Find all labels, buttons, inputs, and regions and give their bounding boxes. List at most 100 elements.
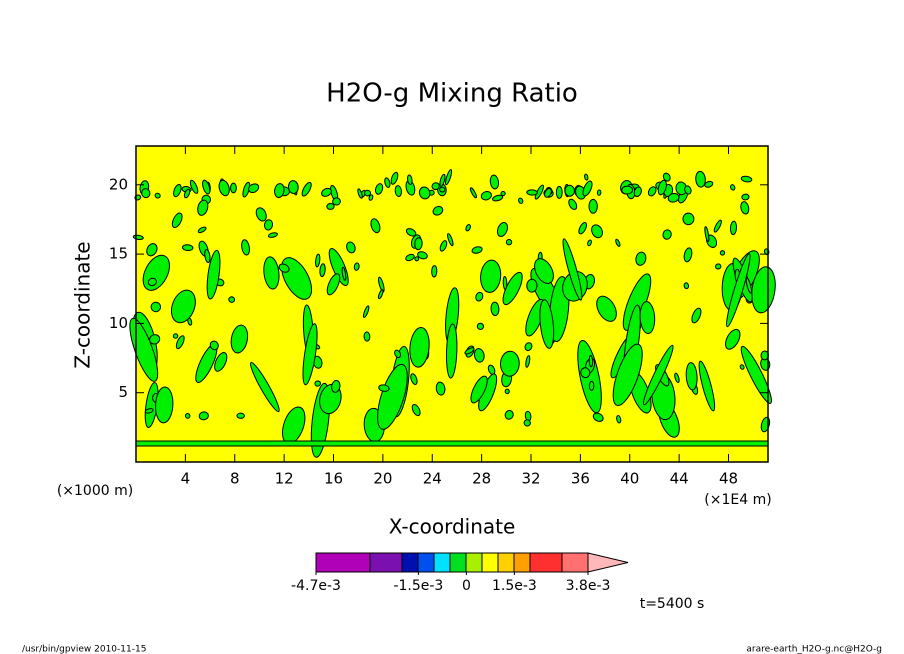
colorbar-box (513, 552, 531, 573)
contour-region (591, 224, 603, 239)
contour-region (405, 228, 417, 237)
contour-region (667, 192, 680, 203)
contour-region (315, 253, 321, 268)
contour-region (150, 301, 162, 313)
contour-region (353, 262, 360, 271)
contour-region (154, 192, 161, 199)
contour-region (725, 328, 741, 350)
contour-region (202, 179, 211, 195)
contour-region (274, 183, 285, 199)
contour-region (741, 193, 750, 201)
contour-region (713, 219, 722, 233)
contour-region (621, 185, 634, 195)
contour-region (439, 173, 446, 187)
contour-region (555, 185, 563, 199)
colorbar-tick-label: 3.8e-3 (566, 578, 611, 594)
contour-region (377, 289, 384, 300)
contour-regions (129, 169, 776, 458)
contour-region (683, 247, 693, 263)
contour-region (314, 380, 321, 387)
contour-region (198, 411, 209, 421)
contour-region (144, 408, 154, 414)
contour-region (209, 340, 219, 351)
contour-region (326, 273, 341, 296)
contour-region (500, 190, 506, 197)
x-tick-label: 24 (423, 470, 442, 488)
contour-region (250, 362, 280, 413)
contour-band (135, 440, 769, 447)
contour-region (596, 189, 602, 196)
contour-region (470, 375, 488, 404)
contour-region (578, 222, 588, 235)
contour-region (241, 239, 250, 256)
contour-region (326, 202, 335, 210)
contour-region (568, 198, 578, 211)
contour-region (726, 253, 751, 328)
contour-region (534, 184, 545, 200)
contour-region (384, 177, 391, 188)
contour-region (172, 333, 179, 339)
contour-region (480, 259, 502, 293)
contour-region (751, 266, 776, 314)
contour-region (155, 386, 174, 424)
contour-region (183, 188, 191, 199)
contour-region (745, 277, 752, 294)
contour-region (740, 201, 750, 215)
contour-region (418, 186, 431, 200)
contour-region (662, 229, 672, 240)
contour-region (544, 188, 552, 198)
contour-region (562, 238, 583, 301)
contour-region (287, 180, 299, 195)
contour-region (500, 350, 520, 377)
x-tick-label: 16 (324, 470, 343, 488)
x-tick-label: 12 (275, 470, 294, 488)
contour-region (445, 323, 458, 379)
x-tick-label: 48 (719, 470, 738, 488)
contour-region (580, 367, 591, 379)
contour-region (596, 295, 617, 322)
colorbar-box (561, 552, 589, 573)
contour-region (263, 256, 280, 290)
footer-right: arare-earth_H2O-g.nc@H2O-g (746, 645, 882, 654)
x-tick-label: 4 (181, 470, 191, 488)
contour-region (475, 291, 484, 302)
contour-region (465, 224, 471, 232)
contour-region (390, 171, 399, 185)
colorbar-box (465, 552, 483, 573)
contour-region (357, 188, 363, 199)
contour-region (411, 403, 421, 417)
contour-region (364, 189, 372, 197)
contour-region (612, 343, 643, 407)
contour-region (695, 170, 706, 188)
contour-region (698, 360, 716, 412)
contour-region (616, 415, 622, 424)
y-tick-label: 20 (109, 175, 128, 193)
colorbar-box (401, 552, 419, 573)
contour-region (505, 239, 513, 246)
footer-left: /usr/bin/gpview 2010-11-15 (22, 645, 146, 654)
contour-region (230, 182, 237, 194)
contour-region (685, 362, 698, 391)
contour-region (147, 277, 157, 287)
contour-region (175, 335, 185, 350)
contour-region (368, 194, 374, 201)
plot-frame (135, 145, 769, 463)
colorbar-arrow (587, 552, 629, 573)
contour-region (715, 263, 722, 270)
chart-title: H2O-g Mixing Ratio (326, 79, 578, 109)
colorbar-box (529, 552, 563, 573)
y-tick-label: 5 (118, 383, 128, 401)
contour-region (480, 191, 492, 201)
contour-region (539, 299, 555, 349)
contour-region (729, 220, 738, 236)
contour-region (524, 342, 533, 352)
contour-region (657, 179, 667, 196)
contour-region (489, 174, 500, 190)
contour-region (431, 182, 440, 191)
contour-region (417, 251, 428, 260)
contour-region (496, 222, 509, 237)
contour-region (374, 183, 384, 195)
contour-region (236, 412, 245, 419)
x-tick-label: 36 (571, 470, 590, 488)
